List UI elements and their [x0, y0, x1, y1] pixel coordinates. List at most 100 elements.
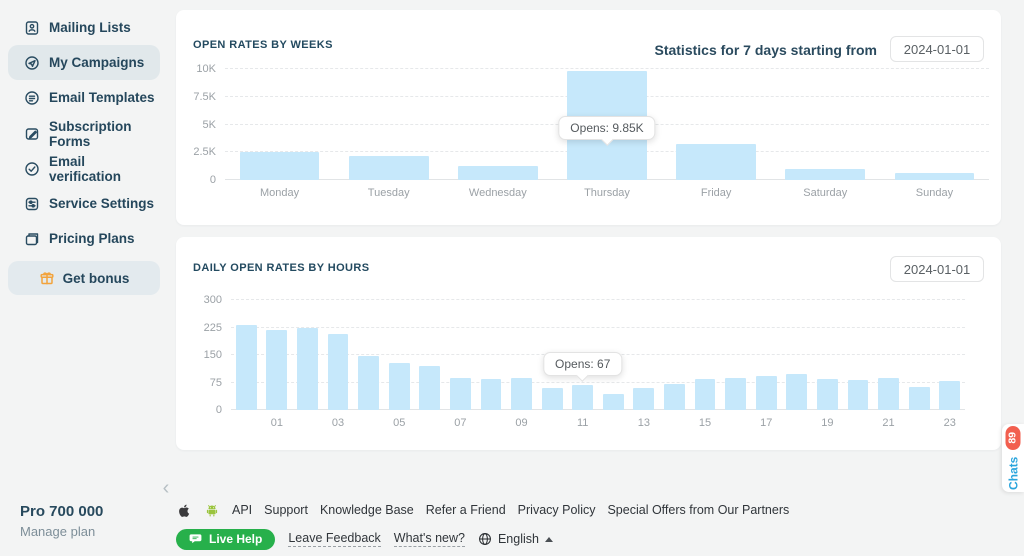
- sidebar-item-label: My Campaigns: [49, 55, 145, 70]
- sidebar-item-service-settings[interactable]: Service Settings: [8, 186, 160, 221]
- x-tick-label: Tuesday: [367, 187, 410, 199]
- daily-open-rates-card: DAILY OPEN RATES BY HOURS 0 75 150 225 300 01…: [176, 237, 1001, 450]
- bar-15[interactable]: [694, 378, 716, 410]
- bar-19[interactable]: [816, 379, 838, 410]
- footer-link-refer-a-friend[interactable]: Refer a Friend: [425, 503, 506, 517]
- get-bonus-button[interactable]: Get bonus: [8, 261, 160, 295]
- y-tick-label: 75: [209, 376, 222, 389]
- card-title: DAILY OPEN RATES BY HOURS: [193, 262, 370, 274]
- footer-link-api[interactable]: API: [232, 503, 253, 517]
- gift-icon: [40, 272, 54, 285]
- live-help-button[interactable]: Live Help: [176, 528, 276, 550]
- y-tick-label: 225: [203, 321, 222, 334]
- gridline: [231, 381, 965, 383]
- y-tick-label: 5K: [202, 118, 216, 131]
- bar-14[interactable]: [664, 383, 685, 410]
- bar-18[interactable]: [786, 374, 808, 410]
- form-pencil-icon: [25, 127, 39, 140]
- bar-13[interactable]: [633, 388, 655, 410]
- week-start-date-input[interactable]: [890, 36, 984, 62]
- x-tick-label: 19: [821, 417, 834, 429]
- bar-10[interactable]: [541, 388, 563, 410]
- bar-04[interactable]: [358, 356, 379, 410]
- manage-plan-link[interactable]: Manage plan: [20, 524, 96, 539]
- x-tick-label: 07: [454, 417, 467, 429]
- y-tick-label: 0: [209, 174, 216, 186]
- caret-up-icon: [544, 537, 553, 542]
- bar-Sunday[interactable]: [894, 172, 975, 180]
- bar-16[interactable]: [725, 377, 746, 410]
- x-tick-label: 17: [760, 417, 773, 429]
- bar-Saturday[interactable]: [785, 168, 866, 180]
- open-rates-by-weeks-card: OPEN RATES BY WEEKS Statistics for 7 day…: [176, 10, 1001, 225]
- live-help-label: Live Help: [209, 532, 263, 546]
- gridline: [231, 409, 965, 410]
- sliders-icon: [25, 197, 39, 210]
- bar-17[interactable]: [755, 375, 777, 410]
- bar-Monday[interactable]: [239, 152, 320, 180]
- x-tick-label: 11: [576, 417, 589, 429]
- footer-link-support[interactable]: Support: [264, 503, 308, 517]
- sidebar-item-label: Pricing Plans: [49, 231, 135, 246]
- leave-feedback-link[interactable]: Leave Feedback: [288, 531, 381, 547]
- plan-name: Pro 700 000: [20, 503, 104, 520]
- bar-02[interactable]: [297, 327, 318, 410]
- bar-11[interactable]: [572, 385, 594, 410]
- x-tick-label: 01: [270, 417, 283, 429]
- sidebar-item-pricing-plans[interactable]: Pricing Plans: [8, 221, 160, 256]
- sidebar: Mailing Lists My Campaigns Email Templat…: [0, 0, 176, 556]
- hours-bar-chart: 0 75 150 225 300 01 03 05 07 09 11 13 15 17 19 21 23 Open…: [204, 294, 965, 429]
- footer-link-special-offers[interactable]: Special Offers from Our Partners: [607, 503, 790, 517]
- x-tick-label: 09: [515, 417, 528, 429]
- template-icon: [25, 90, 39, 105]
- bar-03[interactable]: [327, 334, 349, 410]
- bar-08[interactable]: [480, 378, 502, 410]
- paper-plane-icon: [25, 55, 39, 70]
- bar-12[interactable]: [602, 394, 624, 410]
- bar-Friday[interactable]: [676, 143, 756, 180]
- weeks-bar-chart: 0 2.5K 5K 7.5K 10K Monday Tuesday Wednesday Thur…: [193, 63, 989, 199]
- bar-05[interactable]: [388, 362, 410, 410]
- bar-Wednesday[interactable]: [458, 165, 538, 180]
- x-tick-label: 03: [331, 417, 345, 429]
- x-tick-label: Thursday: [584, 187, 630, 199]
- footer-link-knowledge-base[interactable]: Knowledge Base: [319, 503, 414, 517]
- language-switcher[interactable]: English: [478, 532, 553, 546]
- y-tick-label: 300: [203, 294, 222, 306]
- bar-23[interactable]: [939, 381, 961, 410]
- language-label: English: [497, 532, 539, 546]
- day-date-input[interactable]: [890, 256, 984, 282]
- apple-app-icon[interactable]: [176, 502, 192, 519]
- sidebar-item-my-campaigns[interactable]: My Campaigns: [8, 45, 160, 80]
- bar-09[interactable]: [511, 377, 532, 410]
- whats-new-link[interactable]: What's new?: [393, 531, 465, 547]
- sidebar-collapse-button[interactable]: ‹: [162, 477, 170, 499]
- sidebar-item-email-templates[interactable]: Email Templates: [8, 80, 160, 115]
- bar-21[interactable]: [878, 378, 899, 410]
- android-app-icon[interactable]: [204, 502, 220, 519]
- sidebar-item-label: Mailing Lists: [49, 20, 131, 35]
- bar-20[interactable]: [847, 379, 869, 410]
- address-book-icon: [25, 20, 39, 35]
- sidebar-item-label: Email verification: [49, 153, 122, 184]
- chat-bubble-icon: [189, 534, 202, 544]
- footer-link-privacy-policy[interactable]: Privacy Policy: [517, 503, 596, 517]
- bar-00[interactable]: [235, 324, 257, 410]
- bar-06[interactable]: [419, 366, 441, 410]
- x-tick-label: 05: [393, 417, 406, 429]
- y-tick-label: 7.5K: [193, 90, 216, 103]
- sidebar-item-subscription-forms[interactable]: Subscription Forms: [8, 116, 160, 151]
- bar-07[interactable]: [449, 378, 471, 410]
- sidebar-item-mailing-lists[interactable]: Mailing Lists: [8, 10, 160, 45]
- sidebar-item-email-verification[interactable]: Email verification: [8, 151, 160, 186]
- chats-side-tab[interactable]: Chats 89: [1002, 424, 1024, 492]
- x-tick-label: 21: [882, 417, 895, 429]
- bar-Tuesday[interactable]: [348, 156, 429, 180]
- x-tick-label: Wednesday: [468, 187, 527, 199]
- globe-icon: [479, 533, 491, 545]
- bar-22[interactable]: [908, 387, 930, 410]
- bar-01[interactable]: [266, 330, 288, 410]
- x-tick-label: Sunday: [915, 187, 954, 199]
- sidebar-item-label: Email Templates: [49, 90, 155, 105]
- footer: API Support Knowledge Base Refer a Frien…: [176, 501, 976, 550]
